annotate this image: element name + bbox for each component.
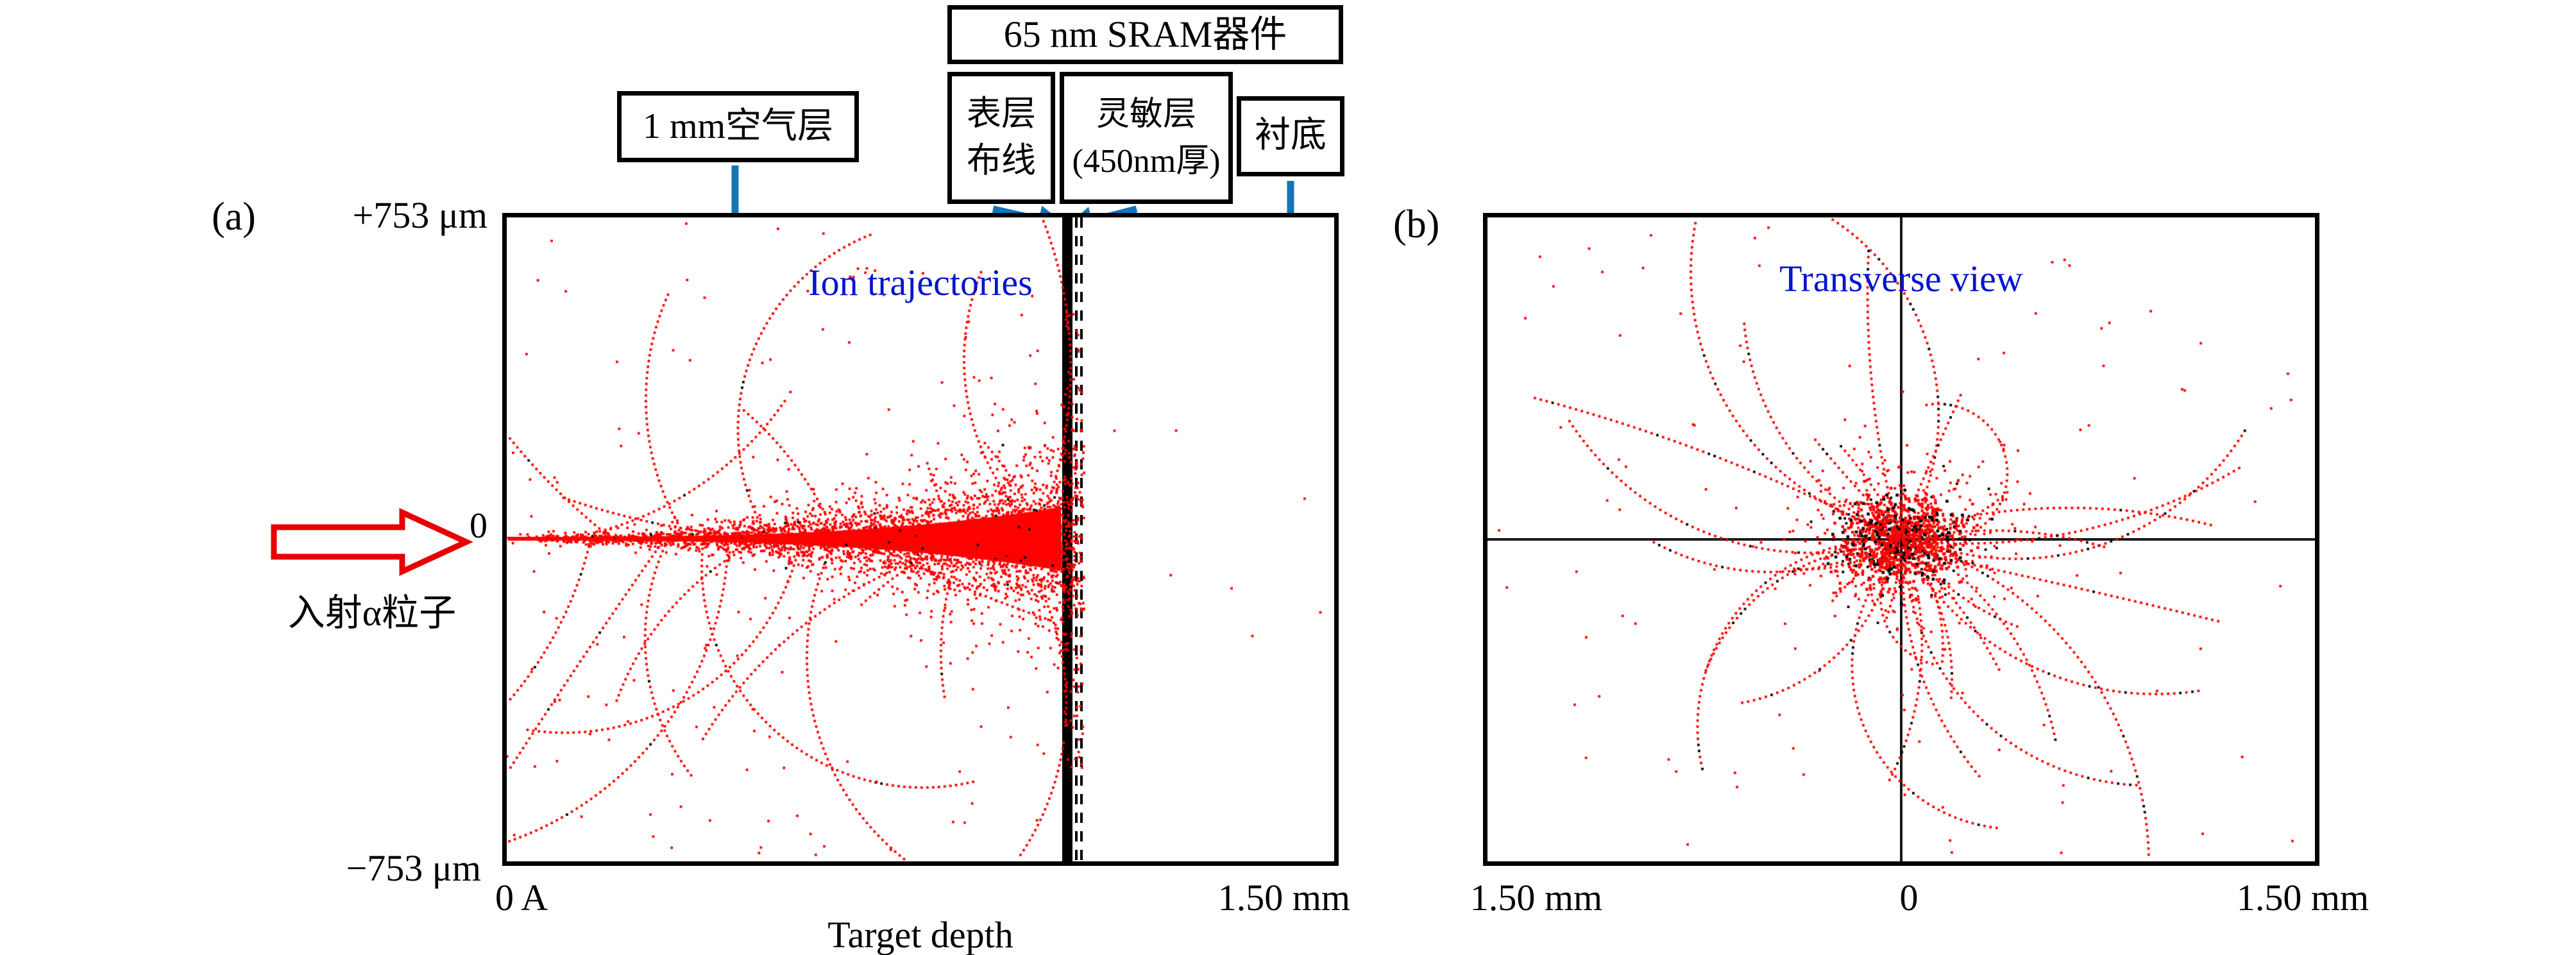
sram-device-box: 65 nm SRAM器件 [947,5,1343,64]
sensitive-layer-box: 灵敏层 (450nm厚) [1060,72,1233,204]
axis-a-xtitle: Target depth [827,914,1013,955]
axis-a-ymax-label: +753 μm [352,194,487,236]
panel-a-scatter-canvas [507,217,1334,861]
panel-a-title: Ion trajectories [808,262,1033,303]
substrate-box: 衬底 [1237,96,1344,176]
axis-b-left-label: 1.50 mm [1470,877,1603,918]
sensitive-layer-line2: (450nm厚) [1072,142,1221,180]
incident-beam-arrow-icon [271,507,473,577]
panel-a-tag: (a) [212,195,256,239]
panel-b-tag: (b) [1393,203,1440,246]
axis-a-xmax-label: 1.50 mm [1217,877,1350,918]
axis-b-zero-label: 0 [1899,877,1919,918]
surface-wiring-box: 表层 布线 [947,72,1055,204]
axis-a-xmin-label: 0 A [495,877,548,918]
surface-wiring-line1: 表层 [967,94,1036,133]
panel-b-plot: Transverse view [1483,213,2319,866]
axis-b-right-label: 1.50 mm [2236,877,2369,918]
sensitive-layer-line1: 灵敏层 [1096,96,1196,133]
panel-b-title: Transverse view [1779,258,2023,300]
axis-a-ymin-label: −753 μm [346,847,481,889]
air-layer-box: 1 mm空气层 [617,91,859,162]
panel-a-plot: Ion trajectories [502,213,1339,866]
panel-b-scatter-canvas [1487,217,2315,861]
incident-alpha-label: 入射α粒子 [287,592,457,634]
surface-wiring-line2: 布线 [967,140,1036,180]
axis-a-yzero-label: 0 [470,506,487,546]
